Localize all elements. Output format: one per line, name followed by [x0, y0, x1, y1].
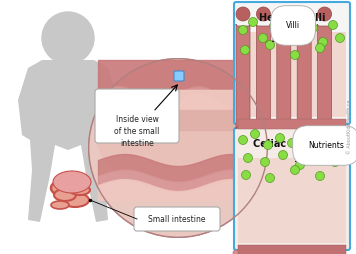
Circle shape	[239, 25, 247, 35]
Text: Villi: Villi	[273, 21, 300, 41]
Circle shape	[88, 58, 268, 238]
Bar	[238, 158, 346, 243]
Bar	[238, 32, 346, 117]
Bar	[238, 245, 346, 254]
Circle shape	[261, 157, 269, 167]
Ellipse shape	[64, 205, 86, 215]
Circle shape	[318, 7, 331, 21]
Circle shape	[256, 7, 271, 21]
Circle shape	[290, 166, 299, 174]
Circle shape	[329, 21, 337, 29]
FancyBboxPatch shape	[236, 24, 250, 129]
Circle shape	[244, 153, 252, 163]
Circle shape	[309, 24, 318, 33]
Ellipse shape	[97, 84, 259, 192]
Circle shape	[300, 132, 309, 140]
Circle shape	[258, 34, 267, 42]
FancyBboxPatch shape	[318, 24, 331, 129]
Ellipse shape	[45, 193, 65, 203]
Circle shape	[251, 130, 260, 138]
Circle shape	[241, 170, 251, 180]
Circle shape	[330, 157, 340, 167]
Ellipse shape	[70, 185, 90, 195]
Text: Healthy villi: Healthy villi	[259, 13, 325, 23]
Text: © AboutKidsHealth.ca: © AboutKidsHealth.ca	[347, 100, 352, 154]
Ellipse shape	[50, 199, 74, 211]
Circle shape	[263, 140, 272, 150]
FancyBboxPatch shape	[267, 250, 287, 254]
Circle shape	[324, 136, 333, 146]
Circle shape	[42, 12, 94, 64]
Circle shape	[295, 161, 304, 169]
Circle shape	[279, 27, 288, 37]
Circle shape	[313, 144, 321, 152]
Ellipse shape	[51, 179, 85, 197]
Circle shape	[334, 130, 342, 138]
Circle shape	[288, 15, 298, 24]
FancyBboxPatch shape	[174, 71, 184, 81]
Ellipse shape	[51, 201, 69, 209]
FancyBboxPatch shape	[277, 24, 291, 129]
Circle shape	[241, 45, 250, 55]
Ellipse shape	[54, 189, 76, 201]
FancyBboxPatch shape	[95, 89, 179, 143]
Circle shape	[276, 134, 284, 142]
Ellipse shape	[53, 171, 91, 193]
Circle shape	[269, 22, 278, 30]
Circle shape	[290, 51, 299, 59]
Circle shape	[344, 140, 352, 150]
FancyBboxPatch shape	[301, 250, 321, 254]
Circle shape	[288, 138, 297, 148]
Circle shape	[239, 135, 247, 145]
FancyBboxPatch shape	[234, 2, 350, 124]
Circle shape	[277, 7, 291, 21]
Circle shape	[266, 40, 274, 50]
Circle shape	[278, 151, 288, 160]
FancyBboxPatch shape	[250, 250, 270, 254]
Circle shape	[315, 171, 325, 181]
FancyBboxPatch shape	[256, 24, 271, 129]
Text: Nutrients: Nutrients	[296, 141, 344, 162]
Circle shape	[266, 173, 274, 183]
FancyBboxPatch shape	[233, 250, 253, 254]
Text: Small intestine: Small intestine	[148, 214, 206, 224]
Ellipse shape	[76, 188, 94, 198]
FancyBboxPatch shape	[134, 207, 220, 231]
Circle shape	[319, 38, 328, 46]
Circle shape	[315, 43, 325, 53]
Circle shape	[298, 30, 308, 40]
Bar	[238, 119, 346, 129]
Ellipse shape	[52, 187, 84, 203]
FancyBboxPatch shape	[284, 250, 304, 254]
Circle shape	[248, 18, 257, 26]
Circle shape	[335, 34, 345, 42]
FancyBboxPatch shape	[318, 250, 338, 254]
Text: Celiac disease: Celiac disease	[253, 139, 331, 149]
Ellipse shape	[61, 193, 89, 207]
Circle shape	[236, 7, 250, 21]
FancyBboxPatch shape	[234, 128, 350, 250]
Ellipse shape	[67, 193, 93, 207]
PathPatch shape	[18, 60, 118, 222]
FancyBboxPatch shape	[297, 24, 311, 129]
Text: Inside view
of the small
intestine: Inside view of the small intestine	[114, 115, 160, 148]
Circle shape	[314, 153, 323, 163]
Circle shape	[297, 7, 311, 21]
